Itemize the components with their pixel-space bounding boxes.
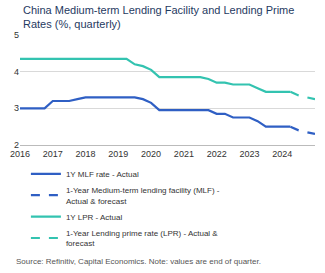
svg-text:2023: 2023 xyxy=(239,149,259,159)
svg-text:1-Year Lending prime rate (LPR: 1-Year Lending prime rate (LPR) - Actual… xyxy=(66,229,218,248)
svg-text:2019: 2019 xyxy=(108,149,128,159)
svg-text:2020: 2020 xyxy=(141,149,161,159)
svg-text:2021: 2021 xyxy=(174,149,194,159)
svg-text:1Y LPR - Actual: 1Y LPR - Actual xyxy=(66,213,123,222)
svg-text:2016: 2016 xyxy=(10,149,30,159)
svg-text:1Y MLF rate - Actual: 1Y MLF rate - Actual xyxy=(66,170,139,179)
svg-text:2024: 2024 xyxy=(272,149,292,159)
svg-text:5: 5 xyxy=(14,30,19,40)
svg-text:2017: 2017 xyxy=(43,149,63,159)
svg-text:2018: 2018 xyxy=(76,149,96,159)
svg-text:2: 2 xyxy=(14,140,19,150)
svg-text:1-Year Medium-term lending fac: 1-Year Medium-term lending facility (MLF… xyxy=(66,186,220,205)
svg-text:2022: 2022 xyxy=(207,149,227,159)
svg-text:4: 4 xyxy=(14,67,19,77)
svg-text:3: 3 xyxy=(14,103,19,113)
svg-text:Source: Refinitiv, Capital Eco: Source: Refinitiv, Capital Economics. No… xyxy=(16,257,261,266)
svg-text:China Medium-term Lending Faci: China Medium-term Lending Facility and L… xyxy=(23,4,294,30)
